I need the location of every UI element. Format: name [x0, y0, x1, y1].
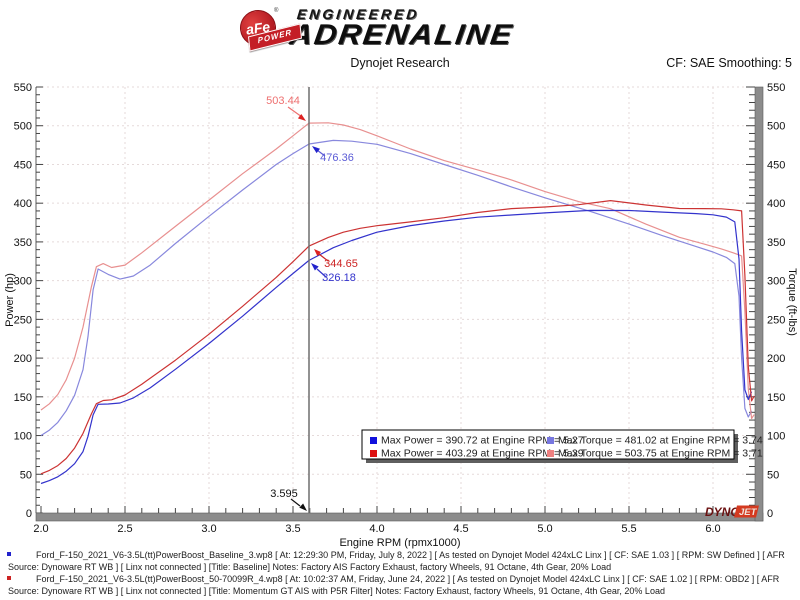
torque-axis-title: Torque (ft-lbs) [786, 268, 798, 336]
annotation-arrow-line [316, 268, 327, 278]
legend-swatch-momentum-power [370, 450, 377, 457]
annotation-torque-momentum: 503.44 [266, 95, 306, 121]
curve-baseline-torque [40, 139, 753, 437]
power-axis-title: Power (hp) [4, 273, 16, 327]
svg-text:400: 400 [14, 198, 32, 210]
annotation-arrowhead-icon [311, 263, 319, 271]
annotation-value: 503.44 [266, 95, 300, 107]
legend-label: Max Power = 403.29 at Engine RPM = 5.39 [381, 448, 584, 460]
annotation-power-baseline: 326.18 [311, 263, 356, 284]
annotation-torque-baseline: 476.36 [312, 146, 354, 164]
page-title: Dynojet Research [350, 56, 450, 70]
svg-text:400: 400 [767, 198, 785, 210]
svg-text:5.0: 5.0 [537, 523, 552, 535]
curve-baseline-power [40, 209, 753, 485]
dynojet-logo-jet-box [734, 505, 759, 518]
svg-text:150: 150 [14, 392, 32, 404]
svg-text:450: 450 [14, 159, 32, 171]
chart-curves [40, 122, 755, 485]
svg-text:350: 350 [14, 237, 32, 249]
run-note-baseline: Ford_F-150_2021_V6-3.5L(tt)PowerBoost_Ba… [7, 550, 794, 573]
svg-text:200: 200 [14, 353, 32, 365]
registered-mark-icon: ® [274, 8, 279, 14]
run-bullet-icon [7, 576, 11, 580]
svg-text:50: 50 [20, 469, 32, 481]
svg-text:100: 100 [14, 431, 32, 443]
svg-text:500: 500 [14, 121, 32, 133]
annotation-cursor-rpm: 3.595 [270, 488, 307, 511]
svg-text:300: 300 [14, 276, 32, 288]
annotation-arrow-line [287, 106, 303, 118]
legend-swatch-baseline-torque [547, 437, 554, 444]
annotation-arrow-line [290, 498, 301, 507]
svg-text:500: 500 [767, 121, 785, 133]
annotation-arrow-line [316, 149, 326, 157]
svg-text:450: 450 [767, 159, 785, 171]
svg-text:3.5: 3.5 [285, 523, 300, 535]
dynojet-logo-jet: JET [739, 507, 758, 518]
svg-text:250: 250 [767, 314, 785, 326]
smoothing-setting: CF: SAE Smoothing: 5 [666, 56, 792, 70]
svg-text:5.5: 5.5 [621, 523, 636, 535]
annotation-power-momentum: 344.65 [314, 249, 358, 270]
svg-text:550: 550 [14, 82, 32, 94]
run-note-text: Ford_F-150_2021_V6-3.5L(tt)PowerBoost_Ba… [8, 550, 785, 572]
svg-text:350: 350 [767, 237, 785, 249]
annotation-value: 326.18 [322, 272, 356, 284]
dynojet-logo-dyno: DYNO [705, 505, 740, 519]
legend-swatch-momentum-torque [547, 450, 554, 457]
svg-text:50: 50 [767, 469, 779, 481]
run-note-text: Ford_F-150_2021_V6-3.5L(tt)PowerBoost_50… [8, 574, 780, 596]
run-note-momentum: Ford_F-150_2021_V6-3.5L(tt)PowerBoost_50… [7, 574, 794, 597]
curve-momentum-power [40, 200, 755, 475]
rpm-axis-title: Engine RPM (rpmx1000) [339, 537, 460, 549]
curve-momentum-torque [40, 122, 755, 420]
cursor-rpm-value: 3.595 [270, 488, 298, 500]
run-notes: Ford_F-150_2021_V6-3.5L(tt)PowerBoost_Ba… [7, 550, 794, 598]
annotation-arrowhead-icon [314, 249, 321, 257]
legend-swatch-baseline-power [370, 437, 377, 444]
annotation-value: 476.36 [320, 152, 354, 164]
annotation-arrowhead-icon [297, 114, 306, 121]
svg-text:200: 200 [767, 353, 785, 365]
svg-text:4.0: 4.0 [369, 523, 384, 535]
annotation-value: 344.65 [324, 258, 358, 270]
dynojet-logo: DYNO JET [705, 505, 759, 519]
svg-text:6.0: 6.0 [705, 523, 720, 535]
svg-text:150: 150 [767, 392, 785, 404]
svg-text:2.5: 2.5 [117, 523, 132, 535]
legend-label: Max Torque = 481.02 at Engine RPM = 3.74 [558, 435, 763, 447]
run-bullet-icon [7, 552, 11, 556]
legend-label: Max Torque = 503.75 at Engine RPM = 3.71 [558, 448, 763, 460]
svg-text:4.5: 4.5 [453, 523, 468, 535]
svg-text:100: 100 [767, 431, 785, 443]
svg-text:250: 250 [14, 314, 32, 326]
annotation-arrowhead-icon [312, 146, 320, 154]
svg-text:0: 0 [26, 508, 32, 520]
annotation-arrowhead-icon [299, 503, 307, 511]
svg-text:0: 0 [767, 508, 773, 520]
chart-legend: Max Power = 390.72 at Engine RPM = 5.27 … [361, 429, 763, 463]
annotation-arrow-line [318, 253, 329, 262]
svg-text:3.0: 3.0 [201, 523, 216, 535]
legend-label: Max Power = 390.72 at Engine RPM = 5.27 [381, 435, 584, 447]
svg-text:550: 550 [767, 82, 785, 94]
svg-text:300: 300 [767, 276, 785, 288]
svg-text:2.0: 2.0 [33, 523, 48, 535]
